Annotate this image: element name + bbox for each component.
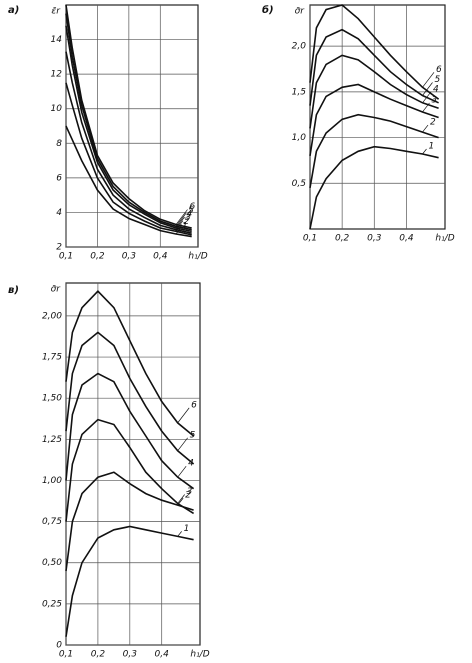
x-tick-label: 0,4 [399,234,414,244]
x-tick-label: 0,1 [59,252,73,262]
panel-label: a) [8,5,19,16]
y-tick-label: 0,75 [42,517,62,527]
curve-label: 3 [187,487,193,497]
curve [309,28,439,106]
y-tick-label: 14 [51,35,63,45]
curve [309,145,439,230]
label-leader [422,72,435,88]
curve [65,82,192,236]
x-tick-label: 0,1 [303,234,317,244]
curve [65,125,192,238]
y-tick-label: 0,50 [42,558,62,568]
y-tick-label: 0,5 [292,179,307,189]
curve-label: 1 [184,524,190,534]
x-axis-title: h₁/D [435,234,454,244]
label-leader [422,124,429,133]
y-tick-label: 0 [56,641,62,651]
y-tick-label: 1,50 [42,394,62,404]
x-tick-label: 0,3 [123,650,138,660]
curve [65,4,192,229]
label-leader [422,148,427,155]
y-tick-label: 1,5 [292,87,307,97]
panel-label: б) [262,4,274,16]
y-tick-label: 4 [56,208,62,218]
x-tick-label: 0,1 [59,650,73,660]
curve [65,51,192,234]
curve [65,372,195,490]
curve [65,471,194,572]
y-tick-label: 2,00 [42,311,62,321]
x-tick-label: 0,2 [91,650,106,660]
x-tick-label: 0,4 [153,252,168,262]
label-leader [177,465,187,478]
curve-label: 2 [184,217,190,227]
y-axis-title: σ̄r [51,285,62,295]
label-leader [177,407,190,424]
curve [65,25,192,233]
curve [65,13,192,231]
curve-label: 6 [436,65,442,75]
plot-frame [309,4,446,230]
x-axis-title: h₁/D [190,650,209,660]
y-tick-label: 10 [51,104,63,114]
y-tick-label: 1,0 [292,133,307,143]
y-axis-title: σ̄r [295,7,306,17]
curve [65,331,195,465]
curve-label: 1 [429,142,435,152]
y-tick-label: 6 [56,173,62,183]
curve [65,418,195,522]
label-leader [422,82,433,96]
curve-label: 5 [188,206,194,216]
y-tick-label: 2,0 [292,42,307,52]
curve-label: 2 [430,118,436,128]
curve-label: 4 [433,84,439,94]
x-axis-title: h₁/D [188,252,207,262]
curve [65,525,194,637]
label-leader [175,209,188,225]
x-tick-label: 0,3 [367,234,382,244]
label-leader [177,494,185,504]
curve-label: 5 [435,75,441,85]
y-tick-label: 8 [56,139,62,149]
curve [309,83,439,157]
label-leader [177,531,182,537]
x-tick-label: 0,2 [90,252,105,262]
curve-label: 2 [185,491,191,501]
x-tick-label: 0,4 [155,650,170,660]
x-tick-label: 0,3 [122,252,137,262]
x-tick-label: 0,2 [335,234,350,244]
curve [309,54,439,129]
curve-label: 4 [188,459,194,469]
curve [65,290,195,437]
curve-label: 3 [185,213,191,223]
curve [309,4,440,100]
plot-frame [65,282,201,646]
curve-label: 6 [191,400,197,410]
curve-label: 6 [190,202,196,212]
y-tick-label: 1,25 [42,435,62,445]
y-tick-label: 0,25 [42,599,62,609]
curve [309,113,439,189]
y-tick-label: 1,75 [42,353,62,363]
y-tick-label: 2 [56,243,62,253]
y-tick-label: 1,00 [42,476,62,486]
curve-label: 4 [187,209,193,219]
panel-label: в) [8,285,19,296]
label-leader [177,437,188,452]
y-tick-label: 12 [51,70,63,80]
y-axis-title: ε̄r [51,7,61,17]
